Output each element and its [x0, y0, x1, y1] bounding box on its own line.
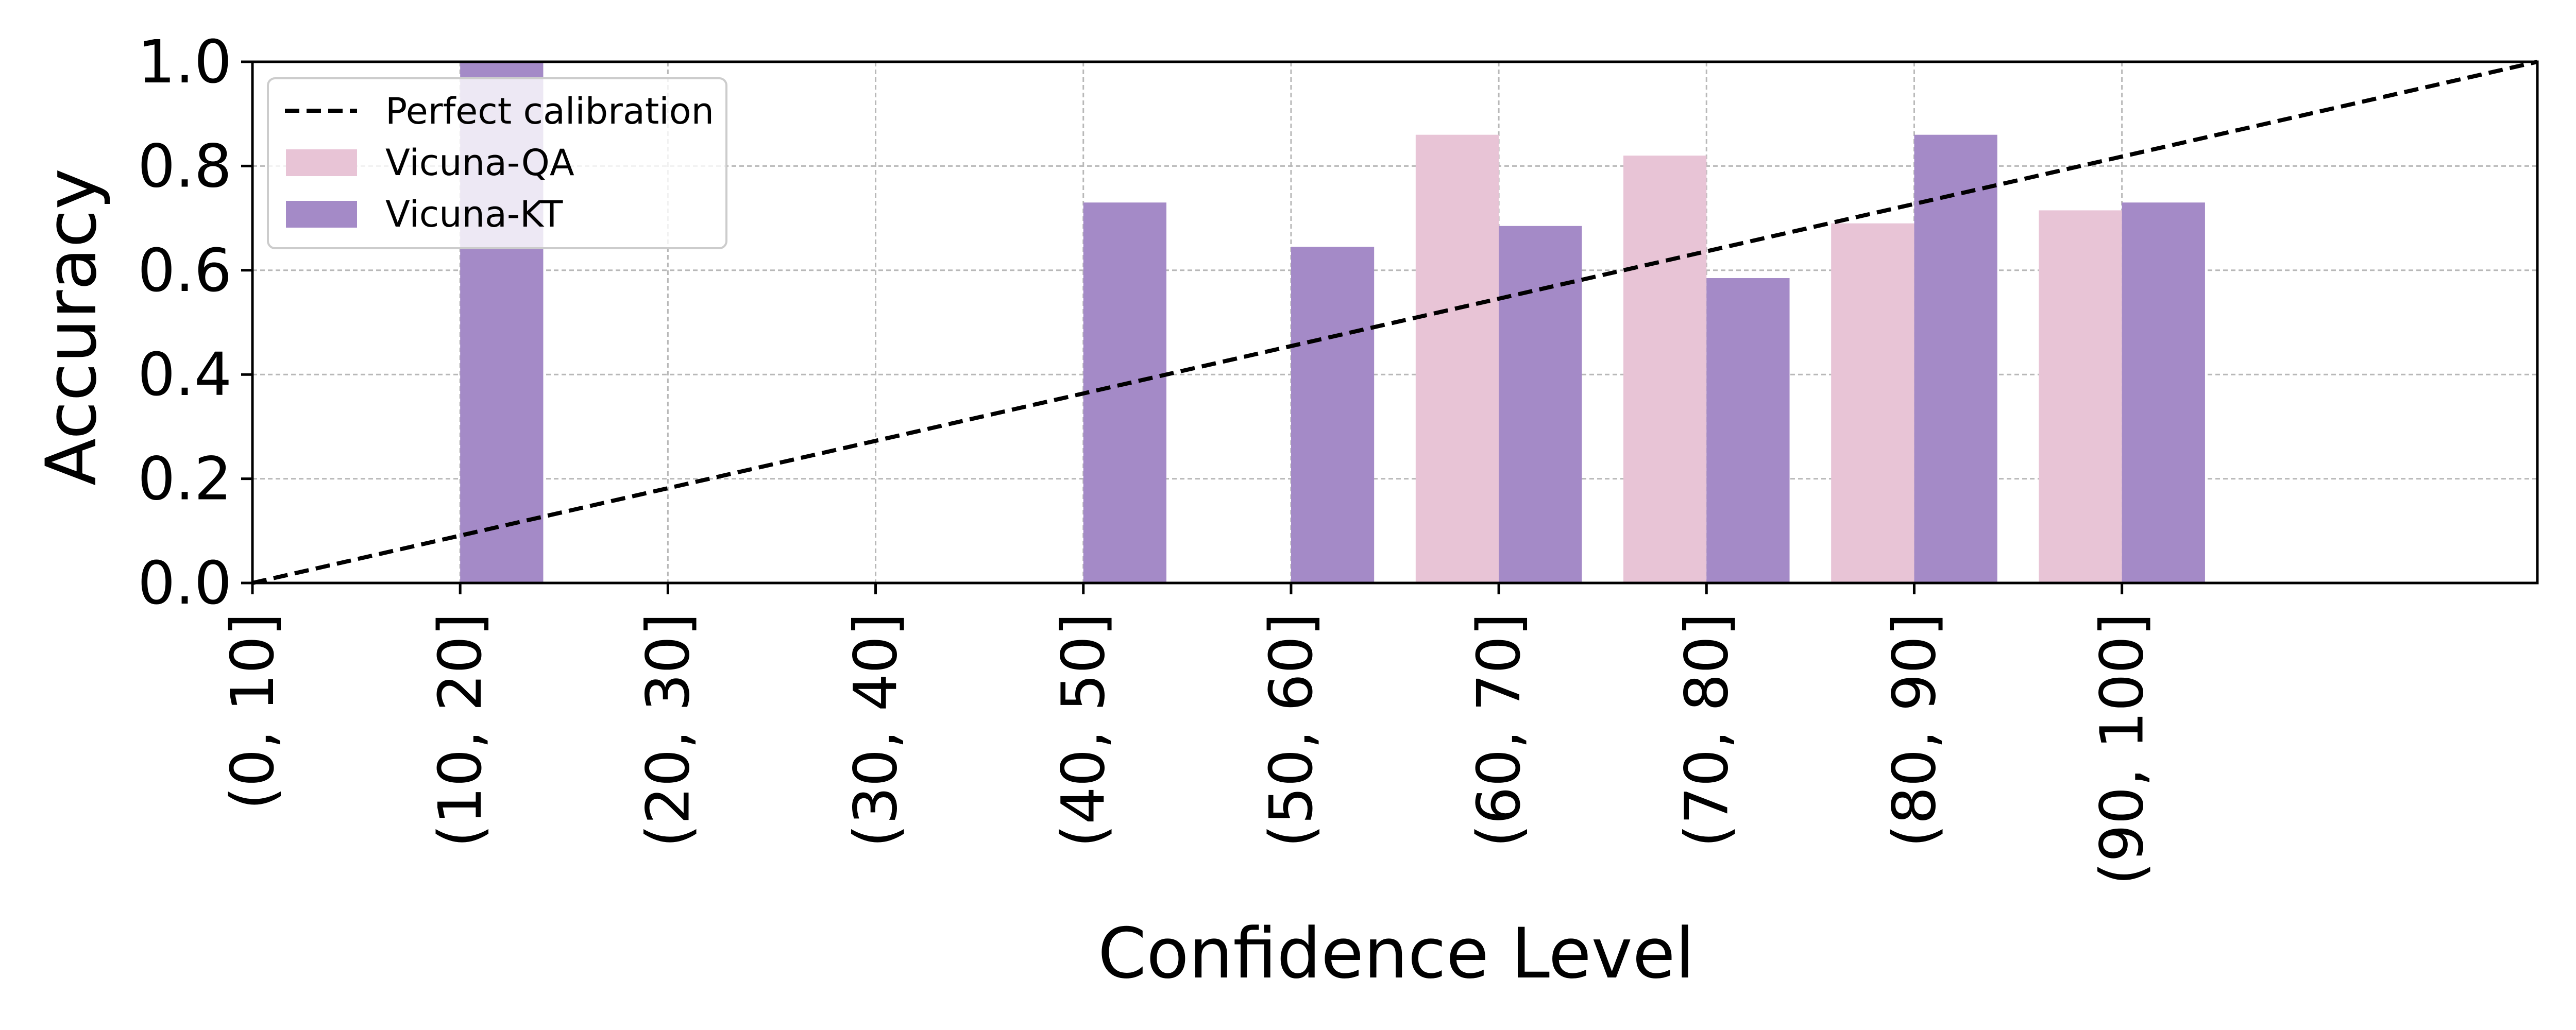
x-axis-ticks: (0, 10] (10, 20] (20, 30] (30, 40] (40, 50] (…	[218, 583, 2157, 885]
legend-label-vicuna-qa: Vicuna-QA	[385, 142, 574, 184]
x-tick-label: (0, 10]	[218, 613, 287, 810]
bar-vicuna-kt	[2122, 202, 2205, 583]
legend-swatch-vicuna-qa	[286, 149, 357, 176]
x-tick-label: (50, 60]	[1257, 613, 1326, 848]
legend-swatch-vicuna-kt	[286, 201, 357, 228]
bar-vicuna-kt	[1914, 134, 1997, 583]
bar-vicuna-qa	[1831, 223, 1914, 583]
y-tick-label: 0.4	[138, 340, 232, 409]
x-tick-label: (10, 20]	[426, 613, 495, 848]
y-tick-label: 0.8	[138, 132, 232, 201]
bar-vicuna-kt	[1706, 278, 1790, 583]
y-tick-label: 0.0	[138, 549, 232, 618]
bar-vicuna-kt	[1083, 202, 1166, 583]
x-tick-label: (40, 50]	[1049, 613, 1118, 848]
x-tick-label: (30, 40]	[842, 613, 911, 848]
legend: Perfect calibration Vicuna-QA Vicuna-KT	[267, 77, 727, 249]
bar-vicuna-qa	[1623, 156, 1707, 583]
y-tick-label: 0.2	[138, 445, 232, 514]
bar-vicuna-qa	[1415, 134, 1499, 583]
perfect-calibration-line	[252, 60, 2538, 585]
legend-label-vicuna-kt: Vicuna-KT	[385, 193, 563, 235]
x-tick-label: (60, 70]	[1465, 613, 1534, 848]
x-axis-title: Confidence Level	[1098, 913, 1694, 994]
y-axis-title: Accuracy	[31, 168, 112, 486]
x-tick-label: (90, 100]	[2088, 613, 2157, 885]
y-tick-label: 1.0	[138, 28, 232, 97]
bar-vicuna-kt	[1291, 247, 1375, 583]
x-tick-label: (70, 80]	[1672, 613, 1741, 848]
y-tick-label: 0.6	[138, 236, 232, 305]
bar-vicuna-qa	[2039, 210, 2122, 583]
y-axis-ticks: 0.0 0.2 0.4 0.6 0.8 1.0	[138, 28, 252, 618]
x-tick-label: (20, 30]	[634, 613, 703, 848]
bar-vicuna-kt	[1499, 226, 1582, 583]
plot-frame	[251, 60, 2539, 585]
legend-box	[267, 77, 727, 249]
x-tick-label: (80, 90]	[1880, 613, 1949, 848]
legend-label-perfect-calibration: Perfect calibration	[385, 90, 714, 132]
